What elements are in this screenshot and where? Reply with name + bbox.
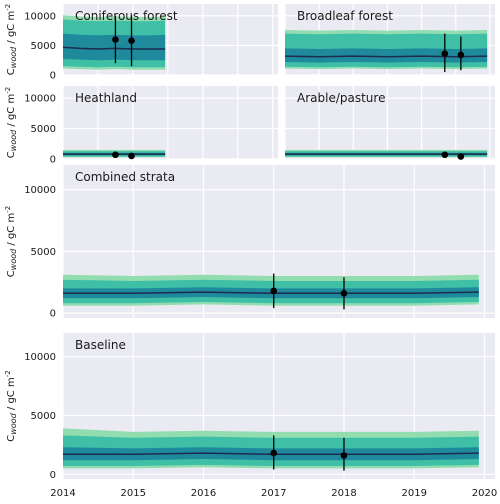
- panel-3: Heathland 0 5000 10000 Cwood / gC m-2: [4, 86, 278, 166]
- panel-title: Heathland: [75, 91, 137, 105]
- panel-4: Arable/pasture: [284, 86, 495, 160]
- plot-area: [285, 30, 488, 70]
- panel-1: Coniferous forest 0 5000 10000 Cwood / gC m-…: [4, 4, 278, 82]
- y-tick-label: 5000: [31, 247, 56, 258]
- y-tick-label: 5000: [31, 411, 56, 422]
- plot-area: [63, 428, 479, 469]
- x-tick-label: 2014: [50, 488, 75, 499]
- y-tick-label: 0: [50, 309, 56, 320]
- observation-point: [112, 151, 119, 159]
- y-axis-label: Cwood / gC m-2: [4, 206, 18, 277]
- y-tick-label: 5000: [31, 124, 56, 135]
- observation-point: [457, 51, 465, 59]
- observation-point: [441, 50, 449, 57]
- panel-2: Broadleaf forest: [284, 4, 495, 76]
- median-line: [285, 55, 488, 58]
- observation-point: [270, 449, 278, 457]
- y-axis-label: Cwood / gC m-2: [4, 4, 18, 75]
- x-tick-label: 2015: [121, 488, 146, 499]
- panel-title: Arable/pasture: [297, 91, 385, 105]
- plot-area: [285, 149, 488, 158]
- panel-6: Baseline 0 5000 10000 Cwood / gC m-2 2014 2015…: [4, 333, 497, 499]
- panel-title: Coniferous forest: [75, 9, 178, 23]
- observation-point: [128, 152, 135, 160]
- y-tick-label: 10000: [24, 185, 56, 196]
- x-tick-label: 2016: [191, 488, 216, 499]
- band-25-75: [285, 48, 488, 63]
- x-tick-label: 2018: [331, 488, 356, 499]
- observation-point: [128, 37, 135, 44]
- x-tick-label: 2019: [401, 488, 426, 499]
- y-tick-label: 0: [50, 155, 56, 166]
- observation-point: [112, 36, 119, 43]
- y-axis-label: Cwood / gC m-2: [4, 370, 18, 441]
- y-tick-label: 10000: [24, 94, 56, 105]
- y-axis-label: Cwood / gC m-2: [4, 87, 18, 158]
- observation-point: [270, 287, 278, 295]
- y-tick-label: 0: [50, 470, 56, 481]
- observation-point: [457, 153, 465, 160]
- panel-5: Combined strata 0 5000 10000 Cwood / gC m-2: [4, 165, 495, 320]
- x-tick-label: 2020: [472, 488, 497, 499]
- panel-title: Baseline: [75, 338, 126, 352]
- observation-point: [441, 151, 449, 159]
- y-tick-label: 10000: [24, 352, 56, 363]
- observation-point: [340, 452, 348, 459]
- band-25-75: [63, 33, 166, 61]
- panel-title: Combined strata: [75, 170, 175, 184]
- y-tick-label: 5000: [31, 41, 56, 52]
- panel-title: Broadleaf forest: [297, 9, 393, 23]
- y-tick-label: 0: [50, 71, 56, 82]
- x-tick-label: 2017: [261, 488, 286, 499]
- observation-point: [340, 290, 348, 297]
- y-tick-label: 10000: [24, 11, 56, 22]
